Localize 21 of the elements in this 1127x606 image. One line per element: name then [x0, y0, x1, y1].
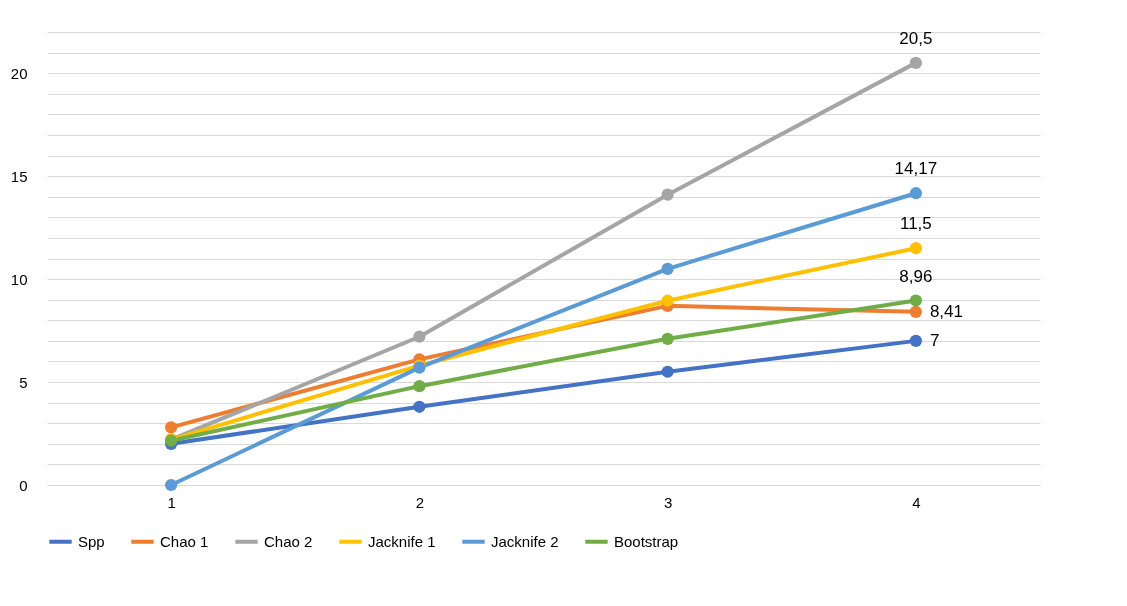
legend-label: Jacknife 2 [491, 532, 559, 550]
x-tick-label: 4 [912, 493, 921, 511]
legend-label: Spp [78, 532, 105, 550]
data-label: 20,5 [899, 28, 933, 48]
data-label: 11,5 [899, 214, 932, 234]
data-label: 14,17 [894, 159, 938, 179]
y-tick-label: 10 [10, 270, 28, 288]
x-tick-label: 3 [663, 493, 673, 511]
x-tick-label: 1 [167, 493, 176, 511]
y-tick-label: 20 [10, 64, 28, 82]
legend-label: Chao 2 [264, 532, 313, 550]
y-tick-label: 15 [10, 167, 28, 185]
y-tick-label: 0 [19, 476, 28, 494]
legend-label: Jacknife 1 [368, 532, 436, 550]
x-tick-label: 2 [415, 493, 425, 511]
legend-label: Bootstrap [614, 532, 679, 550]
data-label: 8,96 [899, 266, 933, 286]
data-label: 7 [929, 330, 940, 350]
y-tick-label: 5 [19, 373, 28, 391]
legend-label: Chao 1 [160, 532, 209, 550]
data-label: 8,41 [929, 301, 963, 321]
